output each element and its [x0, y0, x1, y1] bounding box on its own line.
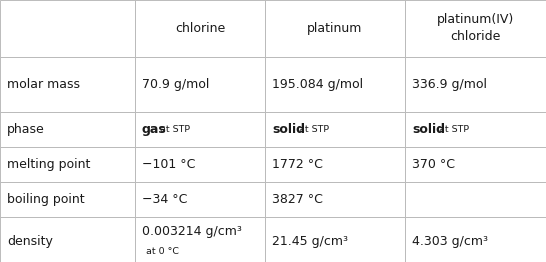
Text: solid: solid: [272, 123, 305, 136]
Bar: [135, 182, 265, 217]
Text: 1772 °C: 1772 °C: [272, 158, 323, 171]
Bar: [0, 112, 135, 147]
Bar: [265, 112, 405, 147]
Bar: [405, 57, 546, 112]
Text: density: density: [7, 236, 53, 248]
Text: 195.084 g/mol: 195.084 g/mol: [272, 78, 363, 91]
Bar: [135, 112, 265, 147]
Text: at 0 °C: at 0 °C: [146, 247, 179, 255]
Text: molar mass: molar mass: [7, 78, 80, 91]
Bar: [135, 147, 265, 182]
Bar: [405, 182, 546, 217]
Text: 0.003214 g/cm³: 0.003214 g/cm³: [142, 226, 242, 238]
Bar: [0, 0, 135, 57]
Text: at STP: at STP: [160, 125, 190, 134]
Bar: [405, 0, 546, 57]
Text: −34 °C: −34 °C: [142, 193, 187, 206]
Text: at STP: at STP: [299, 125, 330, 134]
Bar: [0, 57, 135, 112]
Bar: [0, 182, 135, 217]
Text: at STP: at STP: [440, 125, 470, 134]
Bar: [405, 147, 546, 182]
Text: platinum(IV)
chloride: platinum(IV) chloride: [437, 14, 514, 43]
Text: phase: phase: [7, 123, 45, 136]
Bar: [405, 217, 546, 262]
Text: melting point: melting point: [7, 158, 91, 171]
Text: 4.303 g/cm³: 4.303 g/cm³: [412, 236, 488, 248]
Text: chlorine: chlorine: [175, 22, 225, 35]
Text: platinum: platinum: [307, 22, 363, 35]
Text: −101 °C: −101 °C: [142, 158, 195, 171]
Text: solid: solid: [412, 123, 445, 136]
Bar: [0, 147, 135, 182]
Text: 70.9 g/mol: 70.9 g/mol: [142, 78, 209, 91]
Bar: [135, 0, 265, 57]
Bar: [135, 57, 265, 112]
Bar: [265, 182, 405, 217]
Text: 3827 °C: 3827 °C: [272, 193, 323, 206]
Text: 21.45 g/cm³: 21.45 g/cm³: [272, 236, 348, 248]
Text: gas: gas: [142, 123, 167, 136]
Bar: [135, 217, 265, 262]
Bar: [265, 217, 405, 262]
Text: 370 °C: 370 °C: [412, 158, 455, 171]
Bar: [265, 57, 405, 112]
Bar: [0, 217, 135, 262]
Bar: [405, 112, 546, 147]
Text: boiling point: boiling point: [7, 193, 85, 206]
Bar: [265, 0, 405, 57]
Bar: [265, 147, 405, 182]
Text: 336.9 g/mol: 336.9 g/mol: [412, 78, 487, 91]
